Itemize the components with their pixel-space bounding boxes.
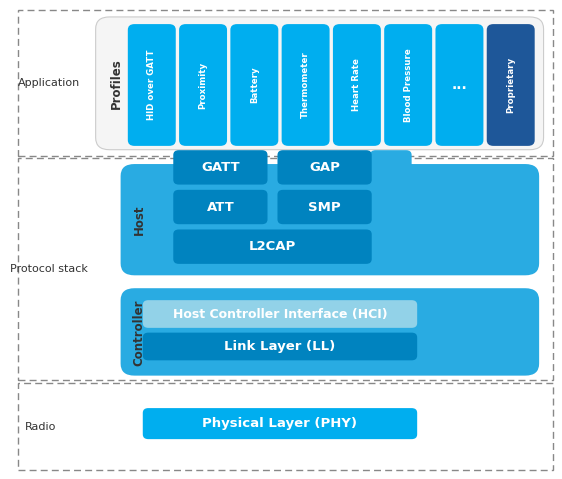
Text: ATT: ATT — [206, 201, 234, 214]
Text: Proximity: Proximity — [198, 61, 207, 109]
Text: Application: Application — [17, 78, 80, 88]
FancyBboxPatch shape — [128, 24, 176, 146]
FancyBboxPatch shape — [143, 408, 417, 439]
FancyBboxPatch shape — [333, 24, 381, 146]
FancyBboxPatch shape — [96, 17, 543, 150]
Text: SMP: SMP — [309, 201, 341, 214]
Text: Blood Pressure: Blood Pressure — [404, 48, 413, 122]
Bar — [370, 169, 411, 224]
Text: Proprietary: Proprietary — [506, 57, 515, 113]
Text: HID over GATT: HID over GATT — [147, 50, 156, 120]
Text: Heart Rate: Heart Rate — [352, 58, 361, 112]
Bar — [18, 158, 553, 380]
FancyBboxPatch shape — [384, 24, 432, 146]
Text: ...: ... — [452, 78, 468, 92]
FancyBboxPatch shape — [487, 24, 534, 146]
Text: GATT: GATT — [201, 161, 240, 174]
FancyBboxPatch shape — [436, 24, 483, 146]
Text: Profiles: Profiles — [110, 58, 123, 109]
FancyBboxPatch shape — [179, 24, 227, 146]
Text: L2CAP: L2CAP — [249, 240, 296, 253]
FancyBboxPatch shape — [173, 190, 268, 224]
Text: Physical Layer (PHY): Physical Layer (PHY) — [202, 417, 357, 430]
Text: Battery: Battery — [250, 67, 259, 103]
FancyBboxPatch shape — [143, 300, 417, 328]
Text: Host Controller Interface (HCI): Host Controller Interface (HCI) — [173, 308, 387, 320]
Text: Host: Host — [133, 204, 146, 235]
FancyBboxPatch shape — [173, 229, 371, 264]
Text: Thermometer: Thermometer — [301, 52, 310, 118]
Text: Controller: Controller — [133, 299, 146, 366]
FancyBboxPatch shape — [282, 24, 329, 146]
FancyBboxPatch shape — [230, 24, 278, 146]
Text: Protocol stack: Protocol stack — [10, 264, 88, 274]
Text: Link Layer (LL): Link Layer (LL) — [224, 340, 336, 353]
Text: Radio: Radio — [25, 422, 56, 432]
Bar — [18, 383, 553, 470]
FancyBboxPatch shape — [173, 150, 268, 184]
FancyBboxPatch shape — [143, 332, 417, 360]
FancyBboxPatch shape — [278, 190, 371, 224]
FancyBboxPatch shape — [370, 150, 411, 224]
FancyBboxPatch shape — [278, 150, 371, 184]
FancyBboxPatch shape — [121, 164, 539, 275]
FancyBboxPatch shape — [121, 288, 539, 376]
Bar — [18, 10, 553, 156]
Text: GAP: GAP — [309, 161, 340, 174]
